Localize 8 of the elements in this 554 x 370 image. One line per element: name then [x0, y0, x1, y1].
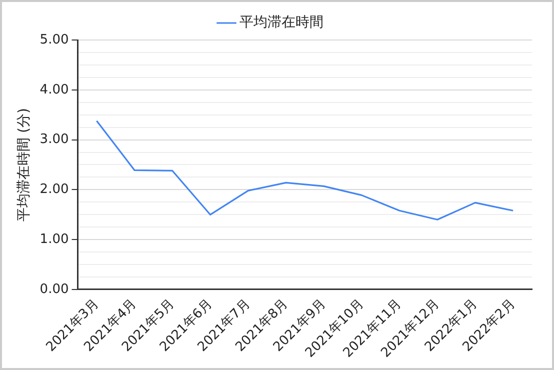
y-tick-label: 2.00: [40, 182, 69, 198]
legend-label: 平均滞在時間: [240, 14, 324, 31]
y-axis-title: 平均滞在時間 (分): [16, 108, 32, 222]
y-tick-label: 1.00: [40, 232, 69, 247]
y-tick-label: 0.00: [40, 282, 69, 297]
y-tick-label: 3.00: [40, 132, 69, 148]
y-tick-label: 4.00: [40, 82, 69, 98]
y-tick-label: 5.00: [40, 32, 69, 48]
